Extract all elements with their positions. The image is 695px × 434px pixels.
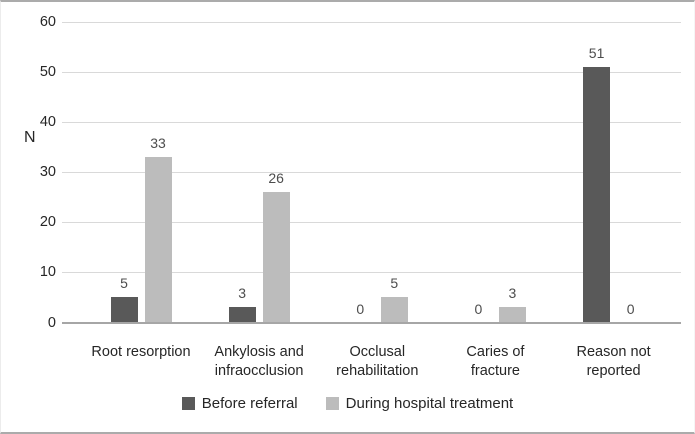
bar-before-referral-root-resorption: [110, 297, 138, 323]
legend-item-during-hospital-treatment: During hospital treatment: [325, 395, 514, 412]
value-label: 3: [508, 285, 517, 302]
value-label: 5: [390, 275, 399, 292]
category-label: Reason not reported: [576, 344, 651, 379]
bar-during-hospital-treatment-root-resorption: [144, 157, 172, 323]
value-label: 0: [356, 300, 365, 317]
gridline: [62, 21, 681, 23]
value-label: 3: [238, 285, 247, 302]
bar-before-referral-reason-not-reported: [583, 67, 611, 323]
y-tick-label: 0: [47, 314, 56, 331]
value-label: 51: [588, 45, 605, 62]
y-tick-label: 30: [39, 164, 56, 181]
gridline: [62, 71, 681, 73]
legend-item-before-referral: Before referral: [181, 395, 298, 412]
y-tick-label: 60: [39, 14, 56, 30]
category-label: Root resorption: [91, 344, 191, 360]
legend-label: Before referral: [201, 395, 298, 412]
bar-during-hospital-treatment-caries-of-fracture: [498, 307, 526, 323]
bar-during-hospital-treatment-ankylosis-and-infraocclusion: [262, 192, 290, 323]
y-axis-title: N: [24, 129, 36, 146]
value-label: 5: [120, 275, 128, 292]
bar-before-referral-ankylosis-and-infraocclusion: [228, 307, 256, 323]
y-tick-label: 50: [39, 64, 56, 81]
legend-swatch: [325, 397, 339, 410]
y-tick-label: 40: [39, 114, 56, 131]
category-label: Ankylosis and infraocclusion: [214, 344, 304, 379]
bar-during-hospital-treatment-occlusal-rehabilitation: [380, 297, 408, 323]
category-label: Caries of fracture: [466, 344, 525, 379]
value-label: 33: [150, 135, 166, 152]
x-axis-line: [62, 321, 681, 324]
category-label: Occlusal rehabilitation: [336, 344, 419, 379]
gridline: [62, 121, 681, 123]
y-tick-label: 20: [39, 214, 56, 231]
legend-label: During hospital treatment: [345, 395, 514, 412]
gridline: [62, 221, 681, 223]
value-label: 0: [474, 300, 483, 317]
chart-legend: Before referral During hospital treatment: [1, 395, 694, 412]
y-tick-label: 10: [39, 264, 56, 281]
gridline: [62, 171, 681, 173]
legend-swatch: [181, 397, 195, 410]
value-label: 0: [626, 300, 635, 317]
gridline: [62, 271, 681, 273]
value-label: 26: [268, 170, 284, 187]
